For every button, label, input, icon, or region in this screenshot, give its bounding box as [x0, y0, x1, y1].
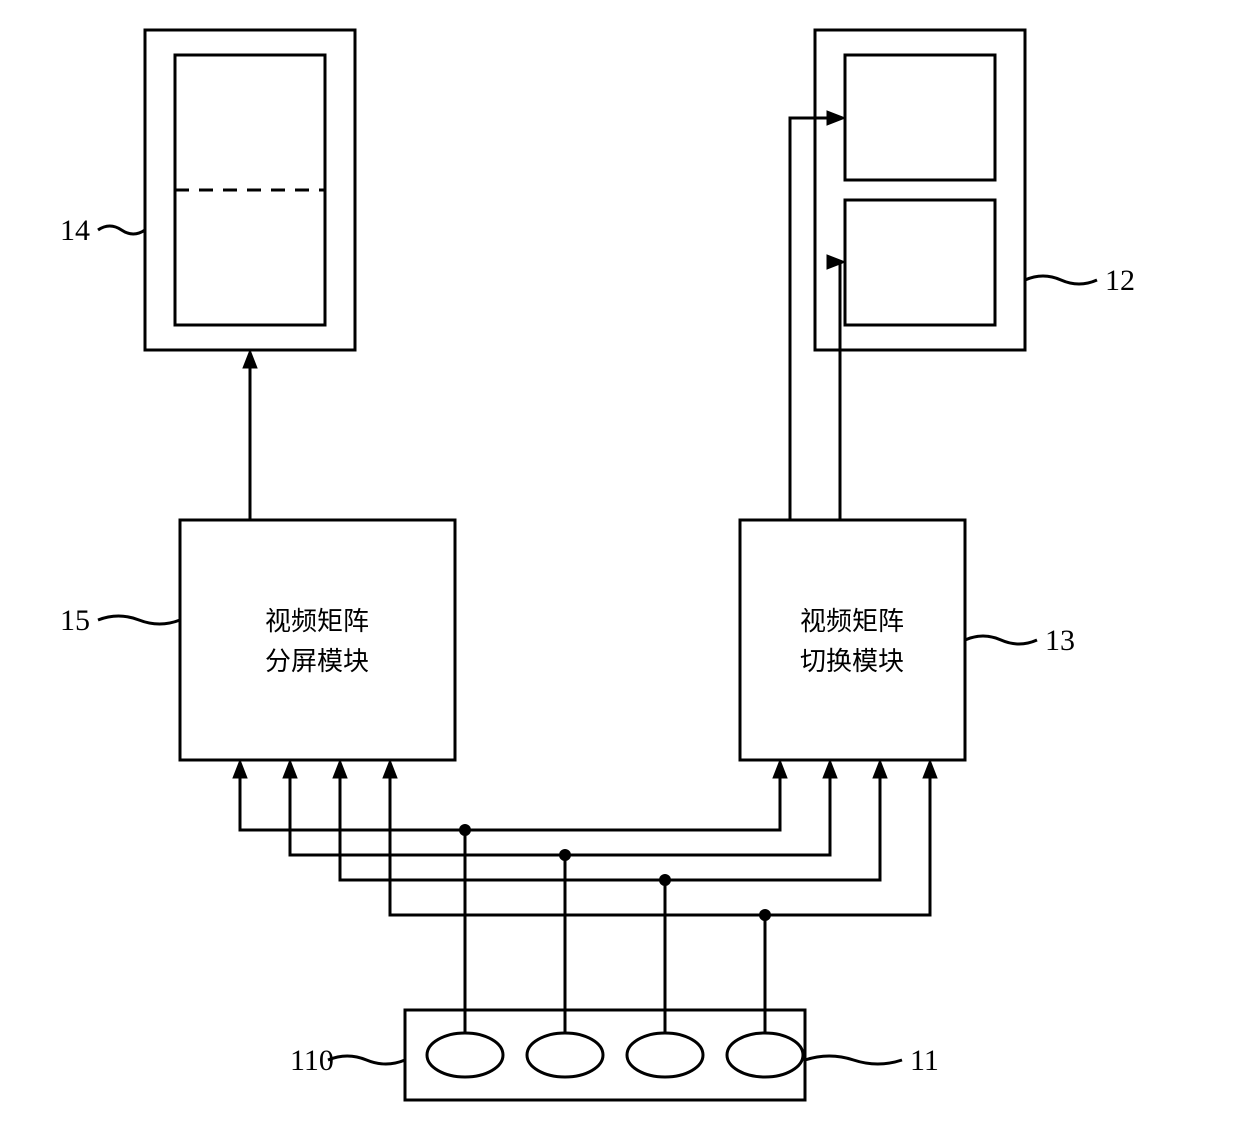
camera-icon — [527, 1033, 603, 1077]
switch-module — [740, 520, 965, 760]
switch-module-label-1: 视频矩阵 — [800, 607, 904, 636]
camera-icon — [627, 1033, 703, 1077]
ref-label: 14 — [60, 214, 90, 247]
switch-module-label-2: 切换模块 — [800, 647, 904, 676]
ref-label: 110 — [290, 1044, 334, 1077]
edge — [390, 778, 765, 915]
edge — [565, 778, 830, 855]
ref-label: 13 — [1045, 624, 1075, 657]
camera-icon — [427, 1033, 503, 1077]
edge — [240, 778, 465, 830]
split-module-label-2: 分屏模块 — [265, 647, 369, 676]
display-right-panel-2 — [845, 200, 995, 325]
split-module-label-1: 视频矩阵 — [265, 607, 369, 636]
edge — [290, 778, 565, 855]
display-right-panel-1 — [845, 55, 995, 180]
ref-label: 11 — [910, 1044, 939, 1077]
ref-label: 15 — [60, 604, 90, 637]
edge — [765, 778, 930, 915]
split-module — [180, 520, 455, 760]
edge — [790, 118, 827, 520]
ref-label: 12 — [1105, 264, 1135, 297]
edge — [465, 778, 780, 830]
edge — [827, 262, 840, 520]
camera-icon — [727, 1033, 803, 1077]
